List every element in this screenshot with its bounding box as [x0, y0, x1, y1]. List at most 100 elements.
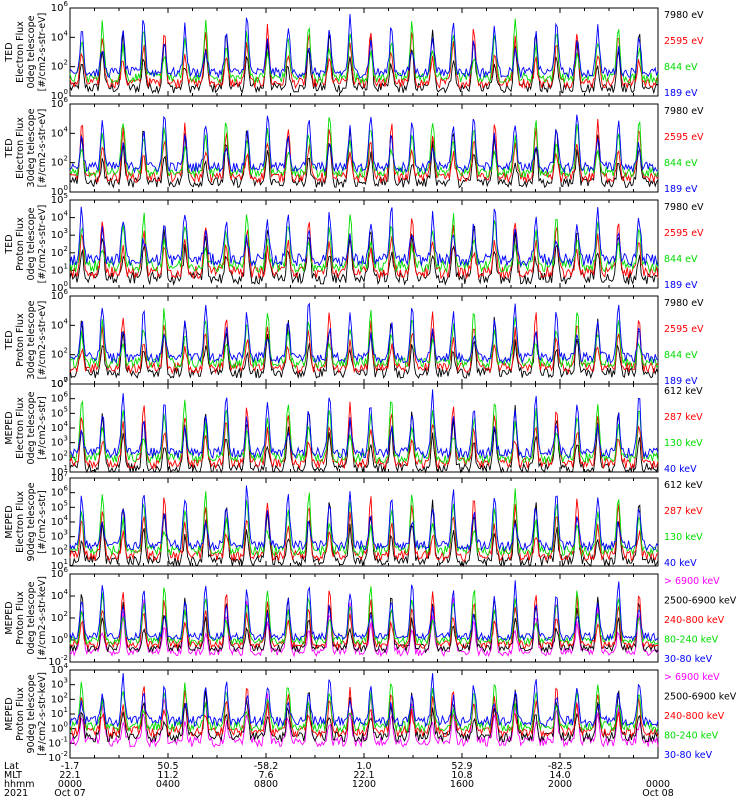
x-tick-label: 1200: [352, 779, 376, 790]
legend-entry: 2595 eV: [664, 228, 704, 239]
series-trace: [69, 18, 659, 85]
x-tick-label: 2000: [548, 779, 572, 790]
series-trace: [69, 681, 659, 734]
legend-entry: 240-800 keV: [664, 615, 725, 626]
legend-entry: 2595 eV: [664, 132, 704, 143]
series-trace: [69, 404, 659, 474]
series-trace: [69, 586, 659, 646]
series-trace: [69, 401, 659, 470]
x-tick-label: 52.9: [451, 761, 472, 772]
x-tick-label: 0000: [58, 779, 82, 790]
y-tick-label: 103: [51, 529, 68, 543]
legend-entry: 189 eV: [664, 280, 698, 291]
y-tick-label: 106: [51, 96, 69, 110]
y-tick-label: 103: [51, 227, 68, 241]
y-tick-label: 103: [51, 677, 68, 691]
y-axis-label: TEDElectron Flux30deg telescope[#/cm2-s-…: [4, 108, 48, 187]
legend-entry: > 6900 keV: [664, 576, 720, 587]
panel-frame: [69, 383, 659, 473]
legend-entry: > 6900 keV: [664, 672, 720, 683]
panel-frame: [69, 669, 659, 759]
series-trace: [69, 118, 659, 185]
series-trace: [69, 399, 659, 465]
legend-entry: 2595 eV: [664, 36, 704, 47]
y-tick-label: 106: [51, 288, 69, 302]
y-tick-label: 10-1: [48, 735, 68, 749]
series-trace: [69, 114, 659, 174]
y-tick-label: 100: [51, 632, 68, 646]
legend-entry: 189 eV: [664, 376, 698, 387]
y-tick-label: 102: [51, 347, 68, 361]
series-trace: [69, 218, 659, 280]
legend-entry: 40 keV: [664, 558, 697, 569]
y-tick-label: 101: [51, 706, 68, 720]
y-tick-label: 102: [51, 610, 68, 624]
y-tick-label: 102: [51, 543, 68, 557]
legend-entry: 80-240 keV: [664, 635, 719, 646]
legend-entry: 844 eV: [664, 254, 698, 265]
y-tick-label: 104: [51, 420, 69, 434]
series-trace: [69, 23, 659, 90]
y-tick-label: 103: [51, 435, 68, 449]
legend-entry: 189 eV: [664, 184, 698, 195]
x-tick-label: 0800: [254, 779, 278, 790]
x-tick-label: 1600: [450, 779, 474, 790]
legend-entry: 287 keV: [664, 506, 703, 517]
y-tick-label: 104: [51, 588, 69, 602]
x-row-label: 2021: [4, 788, 28, 799]
legend-entry: 7980 eV: [664, 106, 704, 117]
series-trace: [69, 308, 659, 370]
series-trace: [69, 29, 659, 95]
y-tick-label: 104: [51, 662, 69, 676]
series-trace: [69, 13, 659, 79]
y-tick-label: 105: [51, 499, 68, 513]
series-trace: [69, 594, 659, 654]
legend-entry: 287 keV: [664, 412, 703, 423]
x-tick-label: 22.1: [353, 770, 374, 781]
y-tick-label: 106: [51, 566, 69, 580]
y-axis-label: MEPEDElectron Flux90deg telescope[#/cm2-…: [4, 482, 48, 561]
series-trace: [69, 117, 659, 179]
x-tick-label: 22.1: [59, 770, 80, 781]
y-tick-label: 104: [51, 125, 69, 139]
series-trace: [69, 488, 659, 558]
legend-entry: 844 eV: [664, 62, 698, 73]
series-trace: [69, 689, 659, 743]
series-trace: [69, 580, 659, 642]
legend-entry: 7980 eV: [664, 202, 704, 213]
y-axis-label: TEDProton Flux0deg telescope[#/cm2-s-str…: [4, 205, 48, 284]
y-tick-label: 102: [51, 155, 68, 169]
legend-entry: 844 eV: [664, 350, 698, 361]
y-tick-label: 106: [51, 0, 69, 14]
legend-entry: 30-80 keV: [664, 750, 713, 761]
x-tick-label: 50.5: [157, 761, 178, 772]
legend-entry: 7980 eV: [664, 298, 704, 309]
x-tick-label: Oct 07: [54, 788, 86, 799]
y-axis-label: MEPEDProton Flux0deg telescope[#/cm2-s-s…: [4, 576, 48, 660]
y-axis-label: TEDProton Flux30deg telescope[#/cm2-s-st…: [4, 300, 48, 379]
series-trace: [69, 389, 659, 460]
legend-entry: 2500-6900 keV: [664, 692, 737, 703]
x-tick-label: -82.5: [548, 761, 573, 772]
x-tick-label: 10.8: [451, 770, 472, 781]
y-tick-label: 102: [51, 691, 68, 705]
x-tick-label: 1.0: [356, 761, 371, 772]
y-axis-label: MEPEDProton Flux90deg telescope[#/cm2-s-…: [4, 672, 48, 756]
x-tick-label: 14.0: [549, 770, 570, 781]
legend-entry: 612 keV: [664, 480, 703, 491]
legend-entry: 80-240 keV: [664, 731, 719, 742]
y-tick-label: 105: [51, 192, 68, 206]
legend-entry: 2595 eV: [664, 324, 704, 335]
y-axis-label: TEDElectron Flux0deg telescope[#/cm2-s-s…: [4, 13, 48, 92]
y-tick-label: 102: [51, 59, 68, 73]
y-tick-label: 102: [51, 245, 68, 259]
legend-entry: 30-80 keV: [664, 654, 713, 665]
series-trace: [69, 225, 659, 286]
